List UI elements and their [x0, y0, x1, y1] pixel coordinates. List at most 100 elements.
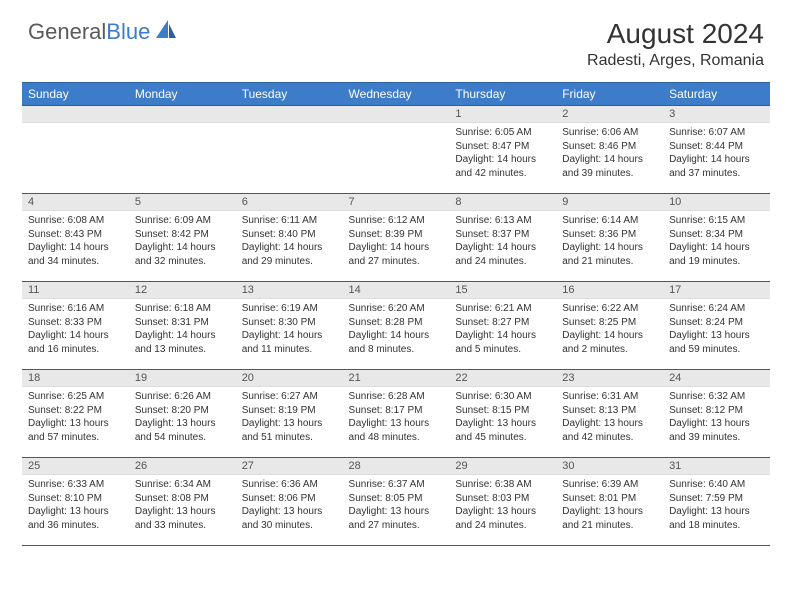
day-info: Sunrise: 6:31 AMSunset: 8:13 PMDaylight:…	[556, 387, 663, 448]
sunset-line: Sunset: 8:42 PM	[135, 228, 230, 242]
day-info: Sunrise: 6:16 AMSunset: 8:33 PMDaylight:…	[22, 299, 129, 360]
daylight-line: Daylight: 13 hours and 45 minutes.	[455, 417, 550, 444]
sunset-line: Sunset: 8:25 PM	[562, 316, 657, 330]
weekday-header: Thursday	[449, 83, 556, 106]
day-info: Sunrise: 6:13 AMSunset: 8:37 PMDaylight:…	[449, 211, 556, 272]
daylight-line: Daylight: 13 hours and 30 minutes.	[242, 505, 337, 532]
daynum-empty	[22, 106, 129, 123]
daylight-line: Daylight: 14 hours and 19 minutes.	[669, 241, 764, 268]
daylight-line: Daylight: 13 hours and 27 minutes.	[349, 505, 444, 532]
sunset-line: Sunset: 8:08 PM	[135, 492, 230, 506]
day-number: 1	[449, 106, 556, 123]
calendar-cell: 31Sunrise: 6:40 AMSunset: 7:59 PMDayligh…	[663, 458, 770, 546]
day-number: 14	[343, 282, 450, 299]
calendar-cell: 23Sunrise: 6:31 AMSunset: 8:13 PMDayligh…	[556, 370, 663, 458]
sail-icon	[154, 18, 178, 45]
daylight-line: Daylight: 14 hours and 34 minutes.	[28, 241, 123, 268]
sunset-line: Sunset: 8:22 PM	[28, 404, 123, 418]
day-info: Sunrise: 6:18 AMSunset: 8:31 PMDaylight:…	[129, 299, 236, 360]
daylight-line: Daylight: 14 hours and 21 minutes.	[562, 241, 657, 268]
sunrise-line: Sunrise: 6:21 AM	[455, 302, 550, 316]
daylight-line: Daylight: 13 hours and 36 minutes.	[28, 505, 123, 532]
calendar-cell: 30Sunrise: 6:39 AMSunset: 8:01 PMDayligh…	[556, 458, 663, 546]
logo: GeneralBlue	[28, 18, 178, 45]
daylight-line: Daylight: 13 hours and 59 minutes.	[669, 329, 764, 356]
calendar-cell	[343, 106, 450, 194]
day-number: 4	[22, 194, 129, 211]
day-info: Sunrise: 6:22 AMSunset: 8:25 PMDaylight:…	[556, 299, 663, 360]
daylight-line: Daylight: 14 hours and 11 minutes.	[242, 329, 337, 356]
calendar-cell: 18Sunrise: 6:25 AMSunset: 8:22 PMDayligh…	[22, 370, 129, 458]
daylight-line: Daylight: 13 hours and 24 minutes.	[455, 505, 550, 532]
day-number: 23	[556, 370, 663, 387]
day-number: 29	[449, 458, 556, 475]
day-info: Sunrise: 6:20 AMSunset: 8:28 PMDaylight:…	[343, 299, 450, 360]
day-number: 12	[129, 282, 236, 299]
sunrise-line: Sunrise: 6:20 AM	[349, 302, 444, 316]
day-info: Sunrise: 6:33 AMSunset: 8:10 PMDaylight:…	[22, 475, 129, 536]
calendar-cell: 14Sunrise: 6:20 AMSunset: 8:28 PMDayligh…	[343, 282, 450, 370]
day-info: Sunrise: 6:21 AMSunset: 8:27 PMDaylight:…	[449, 299, 556, 360]
weekday-header: Tuesday	[236, 83, 343, 106]
sunrise-line: Sunrise: 6:11 AM	[242, 214, 337, 228]
sunset-line: Sunset: 8:03 PM	[455, 492, 550, 506]
sunset-line: Sunset: 8:33 PM	[28, 316, 123, 330]
sunrise-line: Sunrise: 6:25 AM	[28, 390, 123, 404]
sunset-line: Sunset: 8:46 PM	[562, 140, 657, 154]
calendar-week: 1Sunrise: 6:05 AMSunset: 8:47 PMDaylight…	[22, 106, 770, 194]
daylight-line: Daylight: 14 hours and 2 minutes.	[562, 329, 657, 356]
sunset-line: Sunset: 8:47 PM	[455, 140, 550, 154]
calendar-cell: 6Sunrise: 6:11 AMSunset: 8:40 PMDaylight…	[236, 194, 343, 282]
calendar-cell: 28Sunrise: 6:37 AMSunset: 8:05 PMDayligh…	[343, 458, 450, 546]
daylight-line: Daylight: 14 hours and 16 minutes.	[28, 329, 123, 356]
daylight-line: Daylight: 13 hours and 39 minutes.	[669, 417, 764, 444]
day-info: Sunrise: 6:12 AMSunset: 8:39 PMDaylight:…	[343, 211, 450, 272]
calendar-cell: 2Sunrise: 6:06 AMSunset: 8:46 PMDaylight…	[556, 106, 663, 194]
weekday-header: Friday	[556, 83, 663, 106]
daylight-line: Daylight: 14 hours and 27 minutes.	[349, 241, 444, 268]
sunrise-line: Sunrise: 6:24 AM	[669, 302, 764, 316]
calendar-cell: 19Sunrise: 6:26 AMSunset: 8:20 PMDayligh…	[129, 370, 236, 458]
day-number: 20	[236, 370, 343, 387]
sunset-line: Sunset: 8:36 PM	[562, 228, 657, 242]
day-number: 19	[129, 370, 236, 387]
sunset-line: Sunset: 8:01 PM	[562, 492, 657, 506]
weekday-header: Monday	[129, 83, 236, 106]
sunrise-line: Sunrise: 6:28 AM	[349, 390, 444, 404]
day-number: 30	[556, 458, 663, 475]
day-number: 11	[22, 282, 129, 299]
sunset-line: Sunset: 8:13 PM	[562, 404, 657, 418]
month-title: August 2024	[587, 18, 764, 50]
calendar-cell: 1Sunrise: 6:05 AMSunset: 8:47 PMDaylight…	[449, 106, 556, 194]
sunset-line: Sunset: 8:27 PM	[455, 316, 550, 330]
sunset-line: Sunset: 8:30 PM	[242, 316, 337, 330]
sunset-line: Sunset: 8:17 PM	[349, 404, 444, 418]
calendar-cell: 3Sunrise: 6:07 AMSunset: 8:44 PMDaylight…	[663, 106, 770, 194]
day-number: 18	[22, 370, 129, 387]
day-info: Sunrise: 6:11 AMSunset: 8:40 PMDaylight:…	[236, 211, 343, 272]
sunrise-line: Sunrise: 6:15 AM	[669, 214, 764, 228]
day-number: 15	[449, 282, 556, 299]
day-number: 24	[663, 370, 770, 387]
calendar-cell: 7Sunrise: 6:12 AMSunset: 8:39 PMDaylight…	[343, 194, 450, 282]
calendar-cell: 10Sunrise: 6:15 AMSunset: 8:34 PMDayligh…	[663, 194, 770, 282]
sunset-line: Sunset: 8:37 PM	[455, 228, 550, 242]
day-number: 17	[663, 282, 770, 299]
day-info: Sunrise: 6:25 AMSunset: 8:22 PMDaylight:…	[22, 387, 129, 448]
day-info: Sunrise: 6:15 AMSunset: 8:34 PMDaylight:…	[663, 211, 770, 272]
sunset-line: Sunset: 7:59 PM	[669, 492, 764, 506]
sunrise-line: Sunrise: 6:14 AM	[562, 214, 657, 228]
calendar-cell: 12Sunrise: 6:18 AMSunset: 8:31 PMDayligh…	[129, 282, 236, 370]
sunrise-line: Sunrise: 6:18 AM	[135, 302, 230, 316]
sunset-line: Sunset: 8:39 PM	[349, 228, 444, 242]
daynum-empty	[129, 106, 236, 123]
sunset-line: Sunset: 8:15 PM	[455, 404, 550, 418]
calendar-cell: 21Sunrise: 6:28 AMSunset: 8:17 PMDayligh…	[343, 370, 450, 458]
calendar-cell: 11Sunrise: 6:16 AMSunset: 8:33 PMDayligh…	[22, 282, 129, 370]
day-number: 26	[129, 458, 236, 475]
day-info: Sunrise: 6:24 AMSunset: 8:24 PMDaylight:…	[663, 299, 770, 360]
calendar-cell: 17Sunrise: 6:24 AMSunset: 8:24 PMDayligh…	[663, 282, 770, 370]
sunrise-line: Sunrise: 6:22 AM	[562, 302, 657, 316]
daylight-line: Daylight: 14 hours and 39 minutes.	[562, 153, 657, 180]
sunset-line: Sunset: 8:05 PM	[349, 492, 444, 506]
